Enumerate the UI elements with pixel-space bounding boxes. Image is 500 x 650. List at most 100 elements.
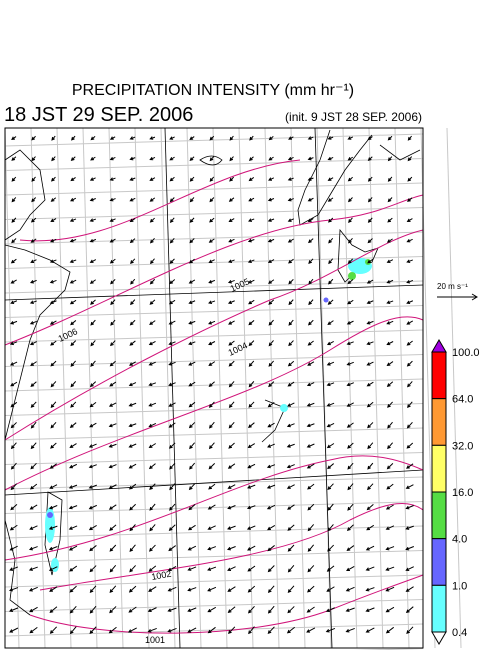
wind-arrow [247,484,256,489]
wind-arrow [168,402,176,407]
wind-arrow [48,566,58,571]
wind-arrow [288,278,294,285]
wind-arrow [109,524,117,531]
grid-line [4,354,424,367]
wind-arrow [268,279,275,284]
grid-line [4,329,424,343]
wind-arrow [49,320,57,325]
wind-arrow [169,176,175,182]
wind-arrow [30,381,37,387]
wind-arrow [307,585,315,593]
wind-arrow [288,319,294,326]
title: PRECIPITATION INTENSITY (mm hr⁻¹) [72,82,354,99]
grid-line [4,403,424,416]
wind-arrow [69,279,77,284]
coastline [4,244,71,441]
wind-arrow [307,218,314,223]
wind-arrow [306,382,315,387]
grid-line [4,550,424,563]
wind-arrow [189,238,195,244]
wind-arrow [208,401,215,408]
isobar-label: 1002 [151,569,172,582]
wind-arrow [11,238,17,244]
wind-arrow [407,176,413,182]
wind-arrow [287,360,295,367]
wind-arrow [150,258,155,265]
grid-line [134,127,150,649]
wind-arrow [347,136,354,140]
wind-arrow [307,544,315,552]
wind-arrow [246,525,256,530]
wind-arrow [149,503,156,511]
wind-arrow [188,341,196,346]
wind-arrow [70,401,77,408]
wind-arrow [49,586,58,592]
wind-arrow [248,299,255,305]
color-bar-label: 100.0 [452,347,480,359]
wind-arrow [308,299,314,306]
wind-arrow [168,524,176,531]
wind-arrow [147,607,157,613]
wind-arrow [386,300,394,305]
wind-arrow [30,462,37,470]
wind-arrow [31,135,36,141]
wind-arrow [406,279,414,284]
grid-line [4,182,424,196]
wind-arrow [68,525,78,530]
wind-arrow [247,545,256,551]
coastline [44,491,63,576]
wind-arrow [268,299,275,305]
wind-arrow [69,422,77,428]
wind-arrow [347,197,353,203]
wind-arrow [89,381,97,388]
grid-line [4,623,424,637]
wind-arrow [386,238,393,243]
color-bar-segment [431,491,447,540]
map-frame [4,127,424,649]
wind-arrow [68,545,78,551]
wind-arrow [267,443,275,448]
wind-arrow [308,278,314,285]
isobar [39,502,424,591]
wind-arrow [29,300,37,305]
wind-arrow [407,401,413,409]
wind-arrow [307,177,314,181]
wind-arrow [227,566,236,571]
wind-arrow [267,218,275,222]
wind-arrow [406,218,413,222]
color-bar-triangle [431,631,447,645]
wind-arrow [129,503,136,511]
wind-arrow [286,484,295,489]
wind-arrow [247,585,256,593]
wind-arrow [89,605,97,614]
wind-scale-arrow-head [471,293,478,301]
coastline [4,519,31,616]
wind-arrow [108,626,117,634]
wind-arrow [406,626,414,634]
wind-arrow [266,464,276,469]
wind-arrow [88,524,97,531]
wind-arrow [188,279,196,284]
wind-arrow [346,545,355,552]
wind-arrow [90,340,96,347]
wind-arrow [308,258,314,264]
wind-arrow [386,279,394,284]
wind-arrow [367,238,373,244]
wind-arrow [228,340,235,346]
wind-arrow [49,279,57,284]
wind-arrow [345,627,355,633]
wind-arrow [286,626,295,634]
wind-arrow [89,259,97,263]
wind-arrow [266,504,276,510]
wind-arrow [327,524,334,532]
wind-arrow [189,197,195,203]
wind-arrow [365,607,375,612]
wind-arrow [209,156,215,162]
wind-arrow [287,218,294,222]
wind-arrow [367,176,373,182]
wind-arrow [209,217,215,223]
wind-arrow [307,565,315,573]
wind-arrow [227,463,236,469]
wind-arrow [189,176,195,182]
wind-arrow [326,382,335,387]
